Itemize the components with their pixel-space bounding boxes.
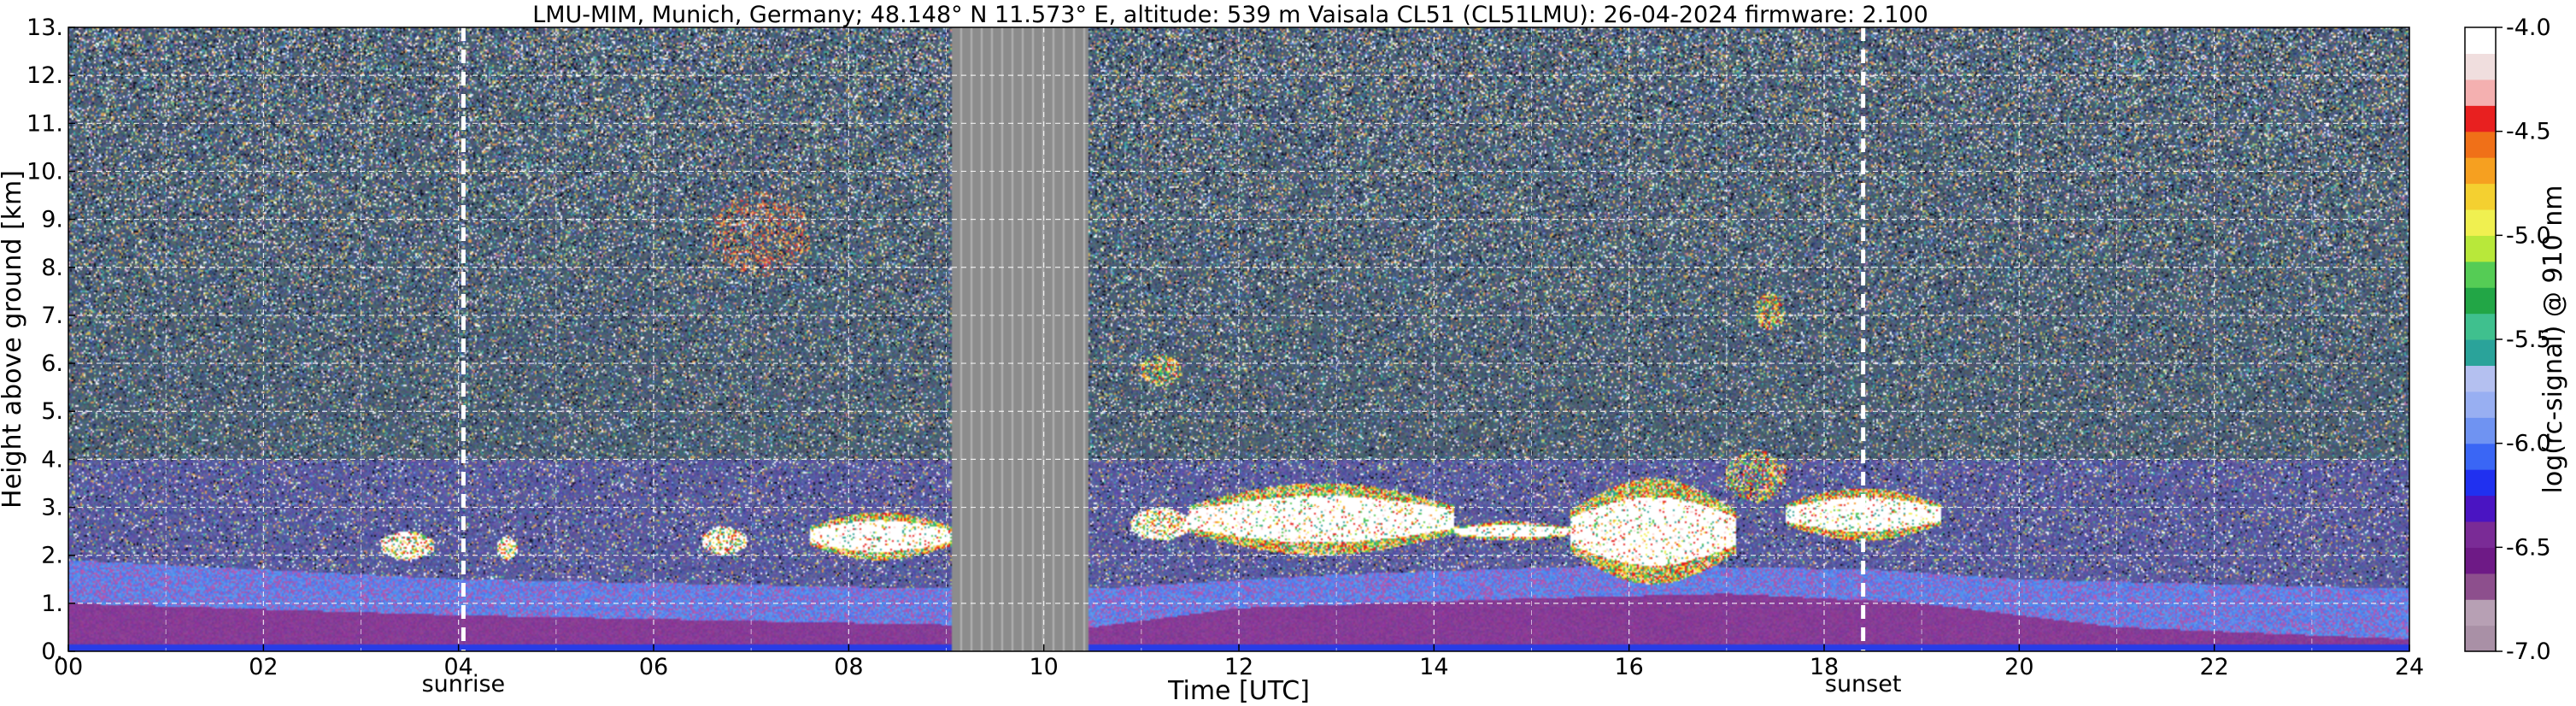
colorbar xyxy=(2465,27,2496,652)
colorbar-swatch xyxy=(2465,105,2496,132)
grid-lines xyxy=(68,27,2409,651)
colorbar-swatch xyxy=(2465,157,2496,185)
event-label-sunset: sunset xyxy=(1825,671,1902,697)
colorbar-swatch xyxy=(2465,27,2496,55)
colorbar-swatch xyxy=(2465,131,2496,158)
colorbar-swatch xyxy=(2465,625,2496,652)
x-tick-label: 18 xyxy=(1810,654,1839,680)
colorbar-swatch xyxy=(2465,287,2496,315)
x-tick-label: 00 xyxy=(54,654,83,680)
x-tick-label: 16 xyxy=(1614,654,1643,680)
colorbar-swatch xyxy=(2465,261,2496,288)
colorbar-swatch xyxy=(2465,547,2496,574)
colorbar-swatch xyxy=(2465,183,2496,210)
colorbar-ticks: -7.0 -6.5 -6.0 -5.5 -5.0 -4.5 -4.0 xyxy=(2496,15,2551,665)
x-tick-label: 14 xyxy=(1419,654,1448,680)
colorbar-swatch xyxy=(2465,521,2496,548)
x-tick-label: 22 xyxy=(2199,654,2228,680)
colorbar-swatch xyxy=(2465,313,2496,340)
chart-title: LMU-MIM, Munich, Germany; 48.148° N 11.5… xyxy=(532,2,1928,28)
colorbar-swatch xyxy=(2465,417,2496,444)
y-tick-label: 2. xyxy=(41,543,63,569)
colorbar-tick-label: -6.0 xyxy=(2506,431,2551,457)
y-tick-label: 9. xyxy=(41,207,63,233)
colorbar-tick-label: -6.5 xyxy=(2506,534,2551,561)
event-markers: sunrise sunset xyxy=(422,27,1902,697)
y-tick-label: 13. xyxy=(26,15,63,41)
y-tick-label: 6. xyxy=(41,350,63,377)
colorbar-swatch xyxy=(2465,365,2496,392)
y-tick-label: 7. xyxy=(41,303,63,329)
x-axis-title: Time [UTC] xyxy=(1167,676,1310,706)
event-label-sunrise: sunrise xyxy=(422,671,506,697)
y-tick-label: 5. xyxy=(41,398,63,425)
y-axis-title: Height above ground [km] xyxy=(0,170,27,509)
x-tick-label: 04 xyxy=(443,654,472,680)
y-tick-label: 0. xyxy=(41,638,63,665)
y-tick-label: 8. xyxy=(41,255,63,281)
y-tick-label: 12. xyxy=(26,62,63,89)
x-tick-label: 06 xyxy=(639,654,668,680)
colorbar-swatch xyxy=(2465,443,2496,470)
colorbar-swatch xyxy=(2465,53,2496,80)
x-tick-label: 02 xyxy=(249,654,278,680)
colorbar-tick-label: -4.0 xyxy=(2506,15,2551,41)
y-tick-label: 10. xyxy=(26,158,63,185)
colorbar-swatch xyxy=(2465,209,2496,236)
x-tick-label: 12 xyxy=(1224,654,1253,680)
y-tick-label: 11. xyxy=(26,110,63,137)
x-tick-label: 20 xyxy=(2004,654,2033,680)
colorbar-swatch xyxy=(2465,235,2496,262)
colorbar-tick-label: -5.0 xyxy=(2506,222,2551,249)
x-axis-ticks: 00 02 04 06 08 10 12 14 16 18 20 22 24 xyxy=(54,644,2424,680)
colorbar-swatch xyxy=(2465,79,2496,106)
colorbar-tick-label: -4.5 xyxy=(2506,119,2551,145)
x-tick-label: 10 xyxy=(1029,654,1058,680)
colorbar-swatch xyxy=(2465,599,2496,627)
y-tick-label: 4. xyxy=(41,446,63,473)
x-tick-label: 08 xyxy=(834,654,863,680)
colorbar-swatch xyxy=(2465,339,2496,367)
colorbar-swatch xyxy=(2465,469,2496,497)
y-tick-label: 3. xyxy=(41,495,63,521)
colorbar-tick-label: -7.0 xyxy=(2506,638,2551,665)
colorbar-swatch xyxy=(2465,573,2496,600)
y-axis-ticks: 0. 1. 2. 3. 4. 5. 6. 7. 8. 9. 10. 11. 12. 13. xyxy=(26,15,75,665)
x-tick-label: 24 xyxy=(2395,654,2424,680)
colorbar-swatch xyxy=(2465,391,2496,418)
colorbar-label: log(rc-signal) @ 910 nm xyxy=(2538,185,2568,494)
colorbar-tick-label: -5.5 xyxy=(2506,327,2551,353)
y-tick-label: 1. xyxy=(41,591,63,617)
colorbar-swatch xyxy=(2465,495,2496,522)
